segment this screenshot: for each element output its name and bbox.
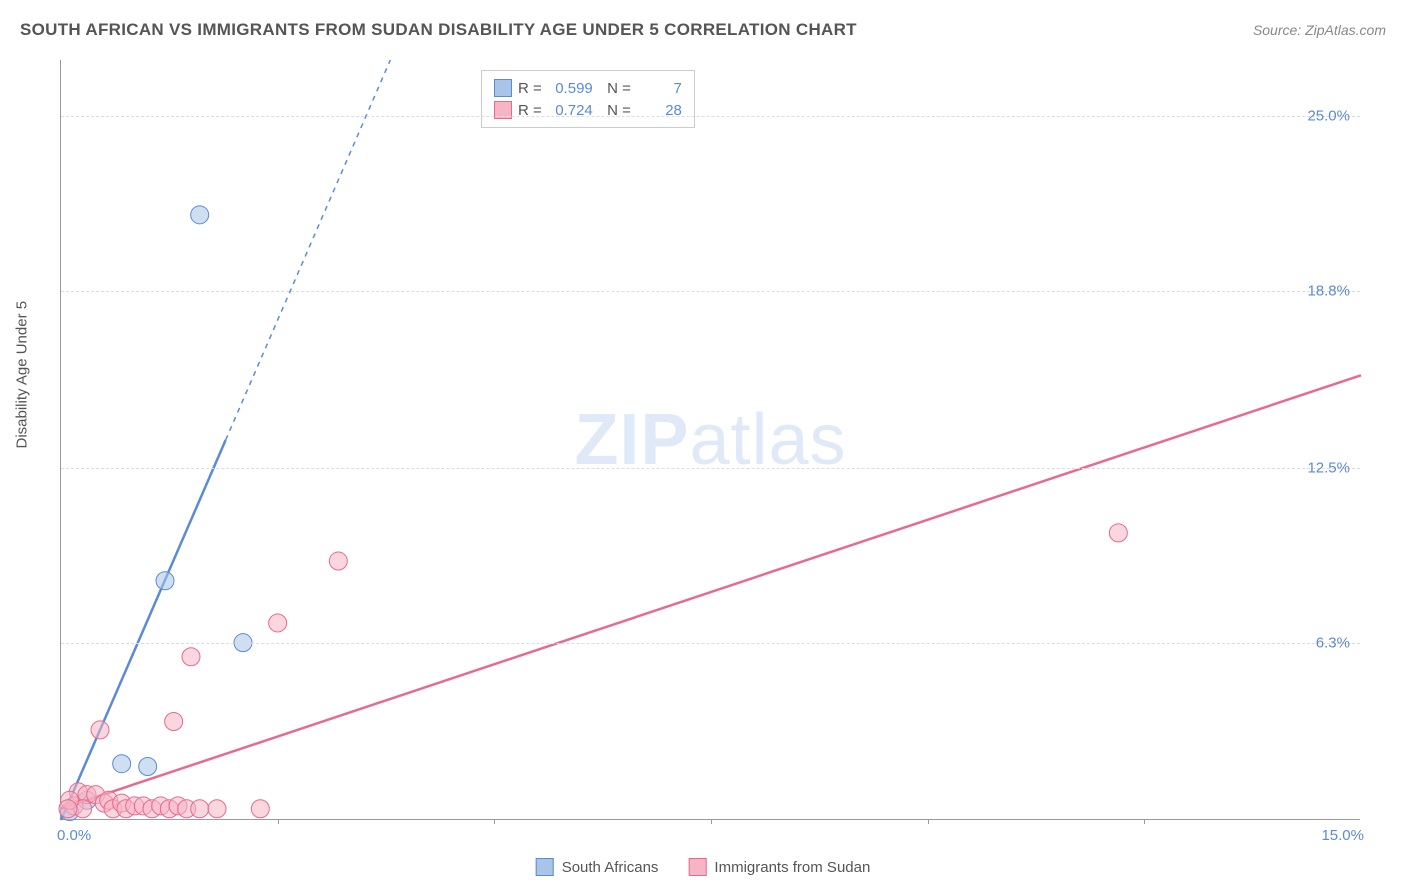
legend-item-label-1: Immigrants from Sudan: [714, 859, 870, 876]
correlation-legend: R = 0.599 N = 7 R = 0.724 N = 28: [481, 70, 695, 128]
y-tick-label: 18.8%: [1307, 282, 1350, 299]
x-axis-min-label: 0.0%: [57, 827, 91, 844]
x-tick: [494, 819, 495, 824]
trendline-solid-1: [61, 375, 1361, 808]
gridline: [61, 116, 1360, 117]
legend-item-0: South Africans: [536, 858, 659, 876]
x-tick: [928, 819, 929, 824]
x-tick: [711, 819, 712, 824]
y-tick-label: 12.5%: [1307, 460, 1350, 477]
legend-row-series-0: R = 0.599 N = 7: [494, 77, 682, 99]
data-point-series-1: [91, 721, 109, 739]
legend-item-1: Immigrants from Sudan: [688, 858, 870, 876]
source-name: ZipAtlas.com: [1305, 22, 1386, 38]
data-point-series-1: [251, 800, 269, 818]
data-point-series-1: [165, 712, 183, 730]
data-point-series-1: [1109, 524, 1127, 542]
y-axis-label: Disability Age Under 5: [14, 301, 31, 449]
gridline: [61, 468, 1360, 469]
gridline: [61, 291, 1360, 292]
chart-header: SOUTH AFRICAN VS IMMIGRANTS FROM SUDAN D…: [20, 20, 1386, 40]
x-tick: [1144, 819, 1145, 824]
chart-svg: [61, 60, 1360, 819]
legend-row-series-1: R = 0.724 N = 28: [494, 99, 682, 121]
gridline: [61, 643, 1360, 644]
y-tick-label: 6.3%: [1316, 634, 1350, 651]
data-point-series-0: [113, 755, 131, 773]
y-tick-label: 25.0%: [1307, 108, 1350, 125]
legend-item-label-0: South Africans: [562, 859, 659, 876]
legend-r-value-0: 0.599: [548, 80, 593, 97]
legend-r-label-0: R =: [518, 80, 542, 97]
legend-n-value-0: 7: [637, 80, 682, 97]
series-legend: South Africans Immigrants from Sudan: [536, 858, 871, 876]
data-point-series-0: [191, 206, 209, 224]
legend-swatch-0: [494, 79, 512, 97]
legend-n-label-0: N =: [599, 80, 631, 97]
data-point-series-1: [59, 800, 77, 818]
source-citation: Source: ZipAtlas.com: [1253, 22, 1386, 38]
data-point-series-0: [156, 572, 174, 590]
data-point-series-1: [208, 800, 226, 818]
data-point-series-0: [139, 758, 157, 776]
chart-plot-area: ZIPatlas R = 0.599 N = 7 R = 0.724 N = 2…: [60, 60, 1360, 820]
data-point-series-1: [329, 552, 347, 570]
data-point-series-1: [269, 614, 287, 632]
source-label: Source:: [1253, 22, 1305, 38]
x-tick: [278, 819, 279, 824]
chart-title: SOUTH AFRICAN VS IMMIGRANTS FROM SUDAN D…: [20, 20, 857, 40]
legend-item-swatch-0: [536, 858, 554, 876]
x-axis-max-label: 15.0%: [1321, 827, 1364, 844]
data-point-series-1: [191, 800, 209, 818]
legend-item-swatch-1: [688, 858, 706, 876]
data-point-series-1: [182, 648, 200, 666]
